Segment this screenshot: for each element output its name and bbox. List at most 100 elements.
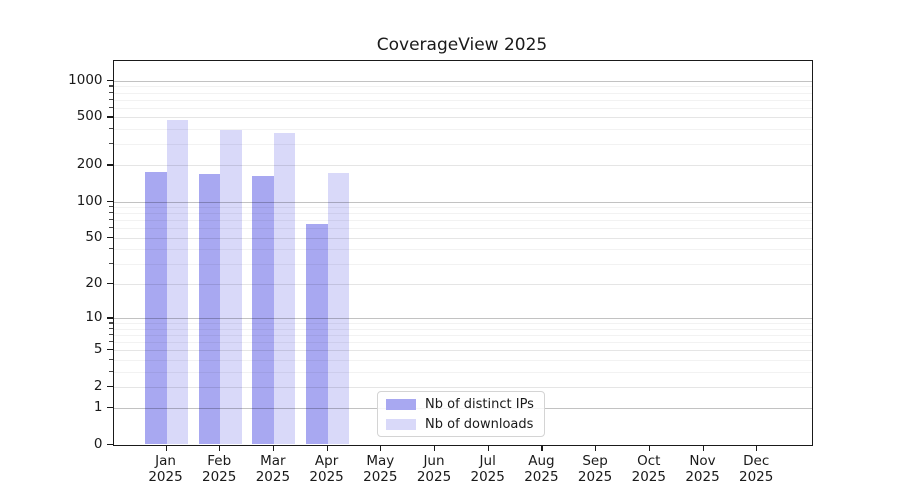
y-minor-tick-600 — [109, 106, 113, 108]
gridline-500 — [113, 117, 812, 119]
y-minor-tick-40 — [109, 248, 113, 250]
plot-area — [112, 59, 813, 446]
y-minor-tick-4 — [109, 358, 113, 360]
y-tick-label-200: 200 — [76, 156, 103, 173]
x-tick-label-mar: Mar 2025 — [255, 452, 291, 486]
y-minor-tick-900 — [109, 85, 113, 87]
gridline-8 — [113, 328, 812, 330]
y-minor-tick-60 — [109, 227, 113, 229]
y-tick-label-2: 2 — [93, 377, 103, 394]
x-tick-label-feb: Feb 2025 — [202, 452, 237, 486]
chart-title: CoverageView 2025 — [376, 35, 548, 55]
gridline-1000 — [113, 80, 812, 82]
gridline-3 — [113, 371, 812, 373]
bar-downloads-mar — [273, 133, 296, 445]
bar-downloads-jan — [166, 120, 188, 445]
y-minor-tick-50 — [109, 236, 113, 238]
y-minor-tick-3 — [109, 370, 113, 372]
gridline-9 — [113, 323, 812, 325]
legend-label-downloads: Nb of downloads — [425, 416, 534, 432]
y-tick-0 — [106, 443, 113, 445]
y-minor-tick-8 — [109, 327, 113, 330]
y-tick-label-500: 500 — [76, 108, 103, 125]
x-tick-label-jan: Jan 2025 — [148, 452, 183, 486]
y-tick-label-1000: 1000 — [68, 71, 103, 88]
legend: Nb of distinct IPs Nb of downloads — [377, 391, 545, 437]
y-minor-tick-700 — [109, 98, 113, 100]
gridline-600 — [113, 107, 812, 109]
gridline-5 — [113, 350, 812, 352]
gridline-90 — [113, 207, 812, 209]
bar-downloads-apr — [327, 173, 350, 445]
gridline-100 — [113, 201, 812, 203]
gridline-400 — [113, 129, 812, 131]
gridline-10 — [113, 318, 812, 320]
x-tick-label-may: May 2025 — [363, 452, 398, 486]
x-tick-label-jun: Jun 2025 — [416, 452, 452, 486]
gridline-50 — [113, 237, 812, 239]
x-tick-label-aug: Aug 2025 — [524, 452, 559, 486]
gridline-20 — [113, 284, 812, 286]
y-tick-100 — [106, 200, 113, 202]
y-minor-tick-30 — [109, 262, 113, 264]
y-tick-label-20: 20 — [85, 275, 103, 292]
gridline-2 — [113, 386, 812, 388]
gridline-800 — [113, 92, 812, 94]
x-tick-label-sep: Sep 2025 — [577, 452, 613, 486]
x-tick-sep — [595, 444, 597, 451]
gridline-40 — [113, 249, 812, 251]
x-tick-nov — [702, 444, 704, 451]
x-tick-mar — [272, 444, 275, 451]
legend-swatch-distinct-ips — [386, 398, 416, 410]
gridline-30 — [113, 263, 812, 265]
x-tick-dec — [756, 444, 758, 451]
x-tick-feb — [219, 444, 221, 451]
x-tick-jan — [165, 444, 167, 451]
y-minor-tick-500 — [109, 116, 113, 118]
x-tick-label-nov: Nov 2025 — [685, 452, 720, 486]
y-tick-label-1: 1 — [93, 399, 103, 416]
y-minor-tick-2 — [109, 385, 113, 387]
gridline-900 — [113, 86, 812, 88]
legend-item-downloads: Nb of downloads — [386, 416, 536, 433]
gridline-70 — [113, 220, 812, 222]
gridline-60 — [113, 228, 812, 230]
y-tick-label-0: 0 — [93, 435, 103, 452]
legend-label-distinct-ips: Nb of distinct IPs — [425, 396, 534, 412]
y-minor-tick-90 — [109, 206, 113, 208]
x-tick-label-oct: Oct 2025 — [631, 452, 666, 486]
x-tick-apr — [326, 444, 328, 451]
y-minor-tick-70 — [109, 219, 113, 221]
x-tick-oct — [648, 444, 650, 451]
y-tick-10 — [106, 317, 113, 319]
gridline-4 — [113, 359, 812, 361]
x-tick-may — [380, 444, 382, 451]
y-minor-tick-800 — [109, 91, 113, 93]
gridline-700 — [113, 99, 812, 101]
x-tick-label-dec: Dec 2025 — [739, 452, 774, 486]
bar-downloads-feb — [220, 130, 242, 445]
y-minor-tick-5 — [109, 349, 113, 351]
y-minor-tick-400 — [109, 128, 113, 130]
y-tick-label-100: 100 — [76, 192, 103, 209]
y-tick-1 — [106, 407, 113, 409]
x-tick-jul — [487, 444, 489, 451]
y-minor-tick-80 — [109, 212, 113, 214]
bar-ips-apr — [306, 224, 328, 445]
y-minor-tick-7 — [109, 334, 113, 336]
gridline-200 — [113, 165, 812, 167]
gridline-80 — [113, 213, 812, 215]
gridline-7 — [113, 335, 812, 337]
bar-ips-jan — [145, 172, 167, 445]
y-minor-tick-9 — [109, 322, 113, 324]
x-tick-aug — [541, 444, 543, 451]
y-minor-tick-300 — [109, 143, 113, 145]
bar-ips-mar — [252, 176, 274, 445]
y-tick-label-10: 10 — [85, 309, 103, 326]
gridline-6 — [113, 342, 812, 344]
x-tick-label-jul: Jul 2025 — [470, 452, 505, 486]
y-tick-label-5: 5 — [93, 341, 103, 358]
y-tick-1000 — [106, 79, 113, 82]
y-minor-tick-200 — [109, 164, 113, 166]
